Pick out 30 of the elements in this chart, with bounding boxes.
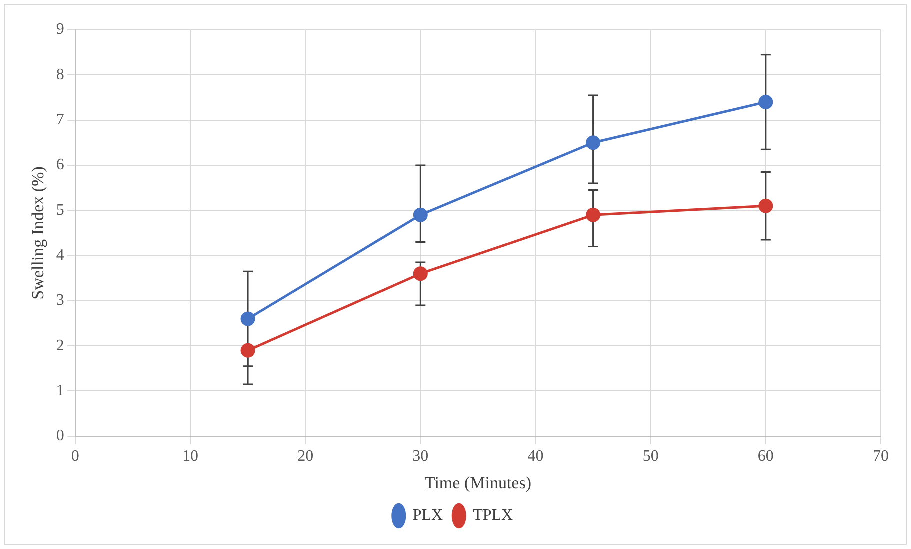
- point: [758, 198, 774, 214]
- legend-label: TPLX: [473, 507, 514, 524]
- x-axis-title: Time (Minutes): [424, 473, 532, 492]
- y-tick-label: 2: [56, 337, 64, 354]
- y-tick-label: 1: [56, 382, 64, 400]
- x-tick-label: 50: [642, 448, 659, 466]
- point: [240, 312, 256, 326]
- x-tick-label: 30: [412, 448, 429, 466]
- point: [586, 136, 601, 150]
- legend-label: PLX: [412, 507, 444, 524]
- y-tick-label: 5: [56, 202, 64, 219]
- point: [413, 266, 428, 282]
- point: [413, 208, 428, 222]
- x-tick-label: 60: [758, 448, 774, 466]
- y-tick-label: 8: [56, 66, 64, 84]
- y-tick-label: 7: [56, 112, 64, 129]
- y-tick-label: 6: [56, 156, 64, 174]
- y-tick-label: 4: [56, 246, 64, 264]
- point: [240, 343, 256, 358]
- x-tick-label: 20: [298, 448, 314, 466]
- y-tick-label: 0: [56, 428, 64, 445]
- point: [586, 208, 601, 222]
- y-tick-label: 9: [56, 21, 64, 38]
- x-tick-label: 0: [71, 448, 80, 466]
- x-tick-label: 40: [528, 448, 544, 466]
- y-tick-label: 3: [56, 292, 64, 310]
- y-axis-title: Swelling Index (%): [28, 166, 48, 300]
- point: [758, 95, 774, 110]
- x-tick-label: 70: [873, 448, 889, 466]
- x-tick-label: 10: [182, 448, 198, 466]
